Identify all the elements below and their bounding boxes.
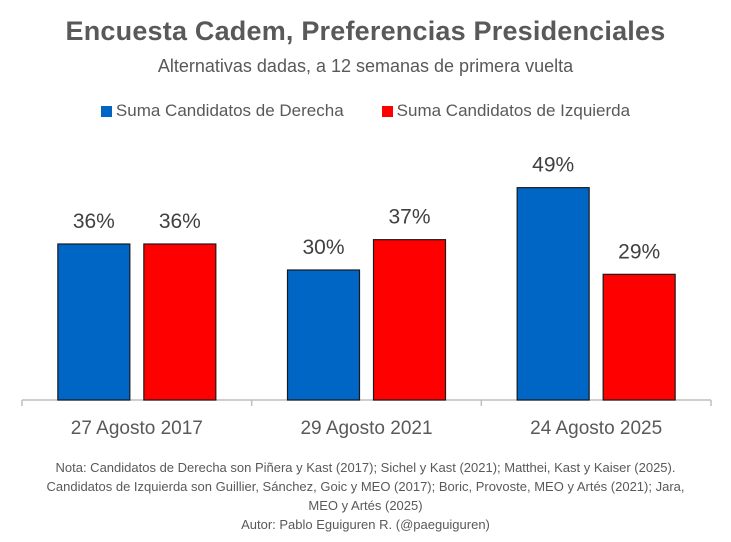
legend-swatch-derecha xyxy=(100,105,112,117)
data-label-derecha-2: 49% xyxy=(532,154,574,177)
chart-note: Nota: Candidatos de Derecha son Piñera y… xyxy=(40,458,691,534)
data-label-izquierda-1: 37% xyxy=(388,206,430,229)
legend-swatch-izquierda xyxy=(381,105,393,117)
author-text: Autor: Pablo Eguiguren R. (@paeguiguren) xyxy=(241,517,490,532)
legend-label-izquierda: Suma Candidatos de Izquierda xyxy=(396,101,631,120)
chart-subtitle: Alternativas dadas, a 12 semanas de prim… xyxy=(157,56,574,76)
legend-item-izquierda: Suma Candidatos de Izquierda xyxy=(381,101,631,121)
data-label-izquierda-0: 36% xyxy=(159,210,201,233)
data-label-derecha-0: 36% xyxy=(73,210,115,233)
x-tick-label-1: 29 Agosto 2021 xyxy=(300,418,432,439)
legend-item-derecha: Suma Candidatos de Derecha xyxy=(100,101,344,121)
x-tick-label-2: 24 Agosto 2025 xyxy=(530,418,662,439)
bar-derecha-1 xyxy=(286,269,361,401)
x-tick-label-0: 27 Agosto 2017 xyxy=(71,418,203,439)
bar-derecha-0 xyxy=(57,243,131,401)
bar-izquierda-2 xyxy=(602,273,676,401)
legend: Suma Candidatos de Derecha Suma Candidat… xyxy=(0,101,731,121)
bar-chart: 36% 36% 27 Agosto 2017 30% 37% 29 Agosto 2021… xyxy=(21,154,712,439)
data-label-izquierda-2: 29% xyxy=(618,240,660,263)
bar-derecha-2 xyxy=(516,187,590,401)
bar-izquierda-0 xyxy=(143,243,217,401)
legend-label-derecha: Suma Candidatos de Derecha xyxy=(115,101,344,120)
chart-title: Encuesta Cadem, Preferencias Presidencia… xyxy=(65,16,666,46)
note-text: Nota: Candidatos de Derecha son Piñera y… xyxy=(46,460,685,513)
data-label-derecha-1: 30% xyxy=(302,236,344,259)
bar-izquierda-1 xyxy=(372,239,447,401)
